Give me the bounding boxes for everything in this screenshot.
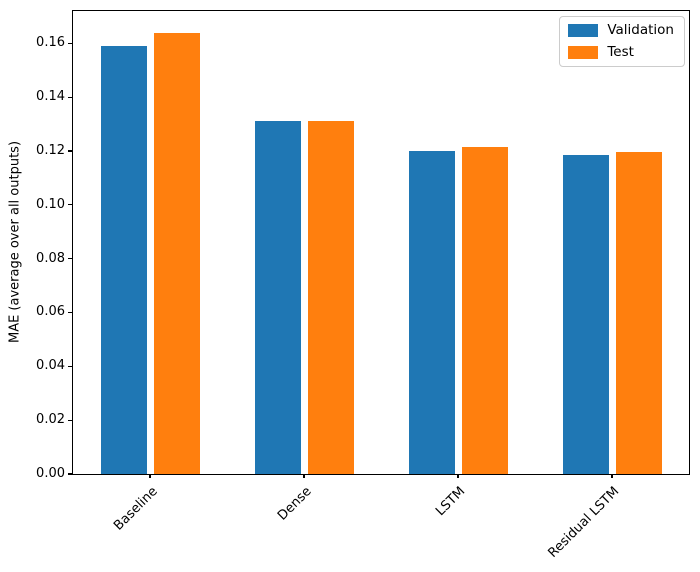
x-tick-label-residual-lstm: Residual LSTM (545, 484, 623, 561)
bar-test-baseline (153, 32, 200, 474)
bar-validation-baseline (100, 46, 147, 474)
y-tick-mark (68, 473, 72, 475)
y-tick-mark (68, 96, 72, 98)
y-tick-mark (68, 258, 72, 260)
bar-test-residual-lstm (615, 152, 662, 474)
x-tick-label-lstm: LSTM (433, 484, 469, 520)
y-tick-label: 0.14 (36, 89, 65, 105)
bar-test-lstm (461, 146, 508, 474)
y-tick-label: 0.08 (36, 250, 65, 266)
x-tick-mark (303, 474, 305, 478)
x-tick-mark (457, 474, 459, 478)
y-tick-label: 0.02 (36, 412, 65, 428)
y-tick-label: 0.04 (36, 358, 65, 374)
bar-validation-dense (254, 121, 301, 474)
y-tick-mark (68, 150, 72, 152)
legend-item-validation: Validation (568, 23, 674, 38)
x-tick-label-baseline: Baseline (111, 484, 161, 534)
plot-area: Validation Test 0.00 0.02 0.04 0.06 0.08 0.10… (36, 10, 690, 561)
legend: Validation Test (559, 16, 685, 67)
legend-swatch-validation (568, 24, 599, 37)
x-tick-mark (611, 474, 613, 478)
y-tick-label: 0.16 (36, 35, 65, 51)
y-tick-mark (68, 419, 72, 421)
y-tick-mark (68, 311, 72, 314)
legend-label-test: Test (607, 44, 634, 60)
bar-validation-residual-lstm (562, 155, 609, 474)
y-tick-label: 0.12 (36, 142, 65, 158)
y-tick-mark (68, 204, 72, 206)
legend-label-validation: Validation (607, 22, 674, 38)
y-tick-label: 0.06 (36, 304, 65, 320)
x-tick-mark (149, 474, 151, 478)
bar-validation-lstm (408, 150, 455, 474)
y-tick-label: 0.10 (36, 196, 65, 212)
bar-test-dense (307, 121, 354, 474)
y-tick-label: 0.00 (36, 466, 65, 481)
y-tick-mark (68, 365, 72, 367)
x-tick-label-dense: Dense (274, 484, 315, 524)
y-tick-mark (68, 42, 72, 44)
legend-swatch-test (568, 46, 599, 59)
legend-item-test: Test (568, 45, 674, 60)
